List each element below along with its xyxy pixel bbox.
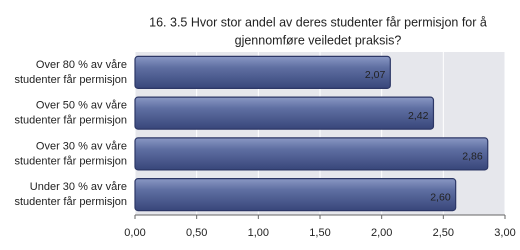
y-tick-label: Over 50 % av våre — [36, 100, 127, 112]
x-tick-label: 2,50 — [433, 227, 454, 239]
y-tick-label: studenter får permisjon — [15, 155, 128, 167]
x-tick-label: 1,50 — [309, 227, 330, 239]
bar — [134, 55, 391, 89]
value-label: 2,60 — [430, 191, 451, 203]
y-tick-label: studenter får permisjon — [15, 74, 128, 86]
bar — [134, 178, 457, 212]
y-tick-label: Under 30 % av våre — [30, 181, 127, 193]
bar — [134, 96, 435, 130]
x-tick-label: 0,00 — [124, 227, 145, 239]
chart-title: 16. 3.5 Hvor stor andel av deres student… — [149, 15, 487, 29]
value-label: 2,42 — [408, 110, 429, 122]
y-tick-label: studenter får permisjon — [15, 196, 128, 208]
value-label: 2,86 — [462, 151, 483, 163]
y-tick-label: Over 80 % av våre — [36, 59, 127, 71]
y-tick-label: studenter får permisjon — [15, 115, 128, 127]
y-tick-label: Over 30 % av våre — [36, 140, 127, 152]
value-label: 2,07 — [365, 69, 386, 81]
x-tick-label: 2,00 — [371, 227, 392, 239]
chart-title: gjennomføre veiledet praksis? — [235, 33, 402, 47]
bar — [134, 137, 489, 171]
x-tick-label: 0,50 — [186, 227, 207, 239]
x-tick-label: 1,00 — [248, 227, 269, 239]
x-tick-label: 3,00 — [494, 227, 515, 239]
